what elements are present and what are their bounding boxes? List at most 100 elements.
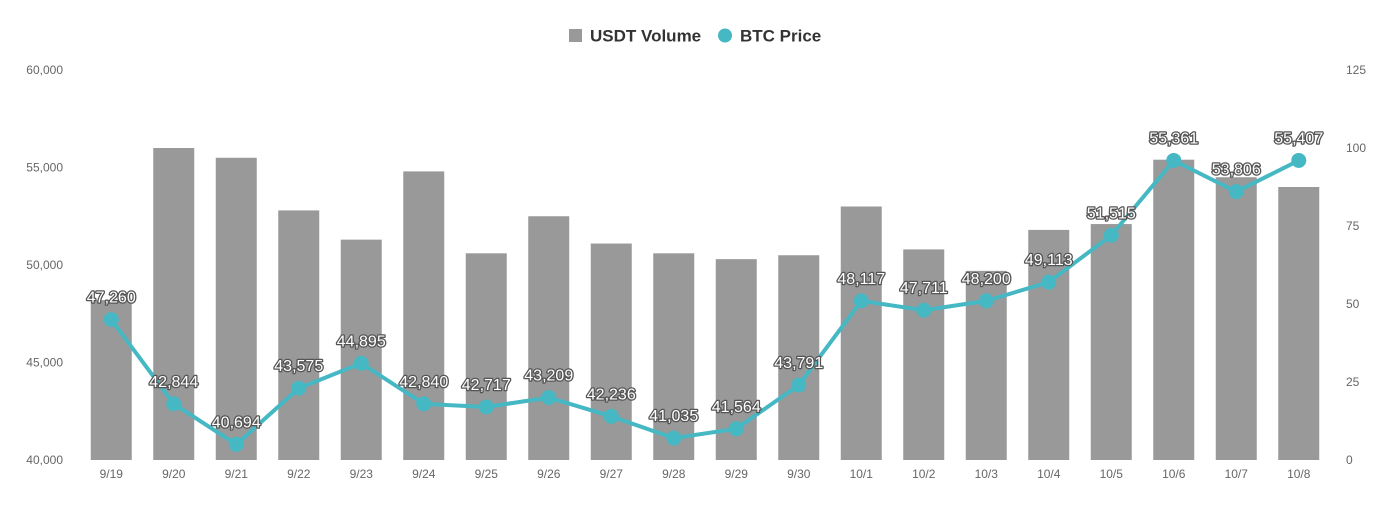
usdt-volume-bar: [840, 206, 882, 460]
btc-price-point: [666, 430, 682, 446]
btc-price-series-line: [109, 158, 1301, 447]
btc-price-point: [416, 396, 432, 412]
right-axis-tick-label: 25: [1346, 375, 1360, 389]
x-axis-tick-label: 10/3: [975, 467, 999, 481]
left-axis-tick-label: 55,000: [26, 161, 63, 175]
legend-label-btc-price: BTC Price: [740, 27, 821, 46]
btc-price-data-label: 53,806: [1212, 162, 1261, 179]
usdt-volume-bar: [1278, 187, 1320, 460]
btc-price-data-label: 42,844: [149, 374, 198, 391]
x-axis-tick-label: 9/27: [600, 467, 624, 481]
btc-price-point: [603, 408, 619, 424]
btc-price-data-label: 40,694: [212, 414, 261, 431]
x-axis-tick-label: 9/29: [725, 467, 749, 481]
x-axis-tick-label: 9/24: [412, 467, 436, 481]
legend-square-marker: [569, 29, 582, 42]
x-axis-tick-label: 10/6: [1162, 467, 1186, 481]
btc-price-point: [916, 302, 932, 318]
x-axis-tick-label: 10/2: [912, 467, 936, 481]
btc-price-point: [978, 293, 994, 309]
x-axis-tick-label: 10/8: [1287, 467, 1311, 481]
x-axis-tick-label: 9/25: [475, 467, 499, 481]
usdt-volume-bar: [278, 210, 320, 460]
usdt-volume-bar: [215, 157, 257, 460]
btc-price-point: [1291, 152, 1307, 168]
x-axis-tick-label: 10/4: [1037, 467, 1061, 481]
right-y-axis: 0 25 50 75 100 125: [1346, 63, 1366, 467]
btc-price-data-label: 43,791: [774, 355, 823, 372]
usdt-volume-bar: [903, 249, 945, 460]
btc-price-point: [791, 377, 807, 393]
btc-price-point: [1041, 274, 1057, 290]
x-axis-tick-label: 9/28: [662, 467, 686, 481]
usdt-volume-bar: [1090, 224, 1132, 460]
x-axis-tick-label: 9/23: [350, 467, 374, 481]
usdt-volume-bar: [1215, 177, 1257, 460]
btc-price-data-label: 42,717: [462, 377, 511, 394]
btc-price-point: [1166, 152, 1182, 168]
left-axis-tick-label: 60,000: [26, 63, 63, 77]
right-axis-tick-label: 0: [1346, 453, 1353, 467]
btc-price-point: [353, 355, 369, 371]
btc-price-point: [853, 293, 869, 309]
usdt-volume-bar: [403, 171, 445, 460]
btc-price-point: [1228, 184, 1244, 200]
btc-price-point: [478, 399, 494, 415]
usdt-volume-bar: [1028, 229, 1070, 460]
right-axis-tick-label: 125: [1346, 63, 1366, 77]
left-axis-tick-label: 45,000: [26, 356, 63, 370]
btc-price-data-label: 41,035: [649, 408, 698, 425]
legend-circle-marker: [718, 28, 732, 43]
right-axis-tick-label: 50: [1346, 297, 1360, 311]
usdt-volume-bar: [653, 253, 695, 460]
usdt-volume-bar: [778, 255, 820, 460]
x-axis-tick-label: 10/7: [1225, 467, 1249, 481]
x-axis-tick-label: 10/1: [850, 467, 874, 481]
x-axis-tick-label: 9/19: [100, 467, 124, 481]
btc-price-data-label: 42,840: [399, 374, 448, 391]
btc-price-data-labels: 47,260 42,844 40,694 43,575 44,895 42,840 42,7…: [85, 129, 1324, 433]
legend-label-usdt-volume: USDT Volume: [590, 27, 701, 46]
btc-price-point: [228, 436, 244, 452]
btc-price-point: [728, 421, 744, 437]
x-axis-tick-label: 9/26: [537, 467, 561, 481]
left-axis-tick-label: 40,000: [26, 453, 63, 467]
btc-price-data-label: 48,200: [962, 271, 1011, 288]
btc-price-data-label: 49,113: [1025, 252, 1073, 269]
x-axis: 9/19 9/20 9/21 9/22 9/23 9/24 9/25 9/26 9/27 9/28…: [100, 467, 1311, 481]
btc-price-data-label: 47,711: [900, 280, 948, 297]
btc-price-data-label: 42,236: [587, 386, 636, 403]
usdt-volume-bar: [340, 239, 382, 460]
btc-price-data-label: 43,575: [274, 358, 323, 375]
usdt-volume-bar: [590, 243, 632, 460]
left-axis-tick-label: 50,000: [26, 258, 63, 272]
right-axis-tick-label: 75: [1346, 219, 1360, 233]
btc-price-point: [103, 312, 119, 328]
btc-price-data-label: 47,260: [87, 290, 136, 307]
btc-price-data-label: 44,895: [337, 333, 386, 350]
x-axis-tick-label: 9/21: [225, 467, 249, 481]
btc-price-data-label: 55,361: [1149, 130, 1198, 147]
usdt-volume-bars: [90, 148, 1320, 460]
right-axis-tick-label: 100: [1346, 141, 1366, 155]
legend: USDT Volume BTC Price: [569, 27, 821, 46]
btc-price-data-label: 43,209: [524, 368, 573, 385]
btc-price-point: [166, 396, 182, 412]
btc-price-data-label: 41,564: [712, 399, 761, 416]
btc-price-point: [541, 390, 557, 406]
btc-price-line: [109, 158, 1301, 447]
usdt-volume-bar: [465, 253, 507, 460]
usdt-volume-bar: [1153, 159, 1195, 460]
btc-price-point: [291, 380, 307, 396]
left-y-axis: 40,000 45,000 50,000 55,000 60,000: [26, 63, 63, 467]
btc-price-points: [103, 152, 1307, 452]
btc-price-data-label: 48,117: [837, 271, 885, 288]
x-axis-tick-label: 9/20: [162, 467, 186, 481]
btc-price-data-label: 55,407: [1274, 130, 1323, 147]
x-axis-tick-label: 10/5: [1100, 467, 1124, 481]
usdt-volume-bar: [528, 216, 570, 460]
btc-price-data-label: 51,515: [1087, 205, 1136, 222]
x-axis-tick-label: 9/22: [287, 467, 311, 481]
